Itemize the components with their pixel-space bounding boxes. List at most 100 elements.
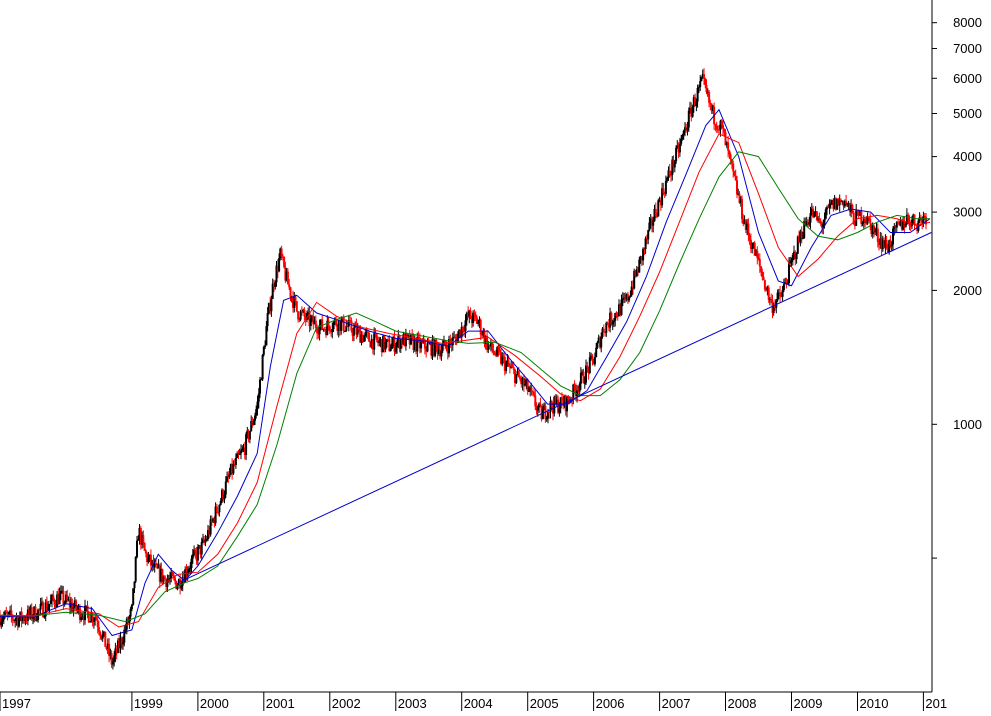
price-bar-body [401, 339, 404, 345]
price-bar-body [786, 283, 789, 285]
price-bar-body [495, 354, 497, 356]
price-bar-body [612, 320, 615, 323]
price-bar-body [404, 333, 407, 347]
price-bar-body [649, 218, 652, 223]
price-bar-body [151, 560, 154, 566]
price-bar-body [384, 341, 387, 350]
price-bar-body [237, 453, 240, 455]
price-bar-body [157, 565, 160, 569]
price-bar-body [733, 171, 736, 176]
price-bar-body [166, 579, 169, 587]
price-bar-body [254, 415, 256, 421]
price-bar-body [592, 358, 595, 365]
price-bar-body [671, 159, 674, 176]
price-bar-body [728, 150, 731, 155]
price-bar-body [780, 296, 783, 298]
price-bar-body [29, 607, 32, 615]
y-tick-label: 5000 [953, 106, 982, 121]
price-bar-body [890, 244, 893, 247]
price-bar-body [814, 211, 817, 213]
x-tick-label: 2000 [200, 696, 229, 711]
price-bar-body [488, 344, 491, 347]
price-bar-body [175, 581, 178, 589]
price-bar-body [541, 409, 544, 420]
price-bar-body [493, 352, 496, 355]
price-bar-body [141, 535, 144, 545]
price-bar-body [356, 328, 359, 335]
price-bar-body [791, 254, 794, 261]
price-bar-body [628, 296, 631, 301]
price-bar-body [349, 320, 352, 322]
price-bar-body [229, 463, 232, 475]
x-tick-label: 1997 [2, 696, 31, 711]
price-bar-body [202, 539, 204, 542]
price-bar-body [840, 199, 842, 202]
price-bar-body [553, 396, 556, 414]
price-bar-body [439, 349, 442, 357]
price-bar-body [133, 581, 136, 589]
price-bar-body [99, 631, 102, 636]
price-bar-body [796, 236, 799, 254]
price-bar-body [730, 159, 733, 164]
price-bar-body [284, 267, 287, 281]
price-bar-body [817, 218, 820, 220]
price-bar-body [327, 320, 330, 327]
price-bar-body [5, 611, 8, 614]
price-bar-body [318, 325, 321, 335]
price-bar-body [262, 347, 265, 355]
price-bar-body [596, 342, 599, 348]
price-bar-body [866, 216, 869, 224]
price-bar-body [430, 343, 433, 356]
price-bar-body [876, 228, 879, 242]
price-bar-body [672, 159, 675, 168]
price-bar-body [639, 256, 642, 260]
price-bar-body [704, 78, 707, 85]
price-bar-body [369, 341, 372, 348]
price-bar-body [508, 365, 511, 368]
price-bar-body [462, 326, 464, 331]
price-bar-body [35, 619, 38, 621]
price-bar-body [0, 616, 1, 626]
price-bar-body [375, 334, 378, 340]
price-bar-body [692, 97, 695, 107]
price-bar-body [214, 506, 217, 524]
price-bar-body [815, 211, 818, 220]
x-tick-label: 2010 [860, 696, 889, 711]
ma_short-line [0, 108, 931, 637]
price-bar-body [269, 303, 272, 312]
price-bar-body [874, 231, 877, 233]
price-bar-body [736, 180, 738, 195]
price-bar-body [460, 326, 463, 338]
price-bar-body [328, 326, 331, 332]
price-bar-body [577, 390, 580, 392]
price-bar-body [317, 333, 320, 335]
price-bar-body [718, 129, 721, 131]
price-bar-body [421, 341, 424, 343]
price-bar-body [686, 127, 689, 131]
price-bar-body [921, 218, 924, 224]
price-bar-body [618, 304, 620, 317]
price-bar-body [590, 355, 593, 358]
price-bar-body [48, 604, 51, 607]
price-bar-body [418, 337, 421, 349]
price-bar-body [297, 311, 300, 320]
price-bar-body [240, 450, 242, 454]
price-bar-body [288, 284, 291, 288]
price-bar-body [100, 635, 103, 639]
price-bar-body [798, 236, 801, 242]
price-bar-body [758, 259, 761, 267]
price-bar-body [711, 106, 714, 111]
price-bar-body [314, 320, 317, 328]
price-bar-body [137, 539, 140, 541]
price-bar-body [625, 294, 628, 300]
x-tick-label: 2005 [530, 696, 559, 711]
price-bar-body [213, 518, 216, 524]
price-bar-body [285, 271, 288, 281]
price-bar-body [371, 339, 374, 350]
price-bar-body [886, 248, 889, 253]
price-bar-body [203, 539, 206, 543]
price-bar-body [644, 238, 647, 249]
price-bar-body [889, 240, 892, 247]
price-bar-body [819, 220, 822, 224]
price-bar-body [722, 125, 724, 129]
